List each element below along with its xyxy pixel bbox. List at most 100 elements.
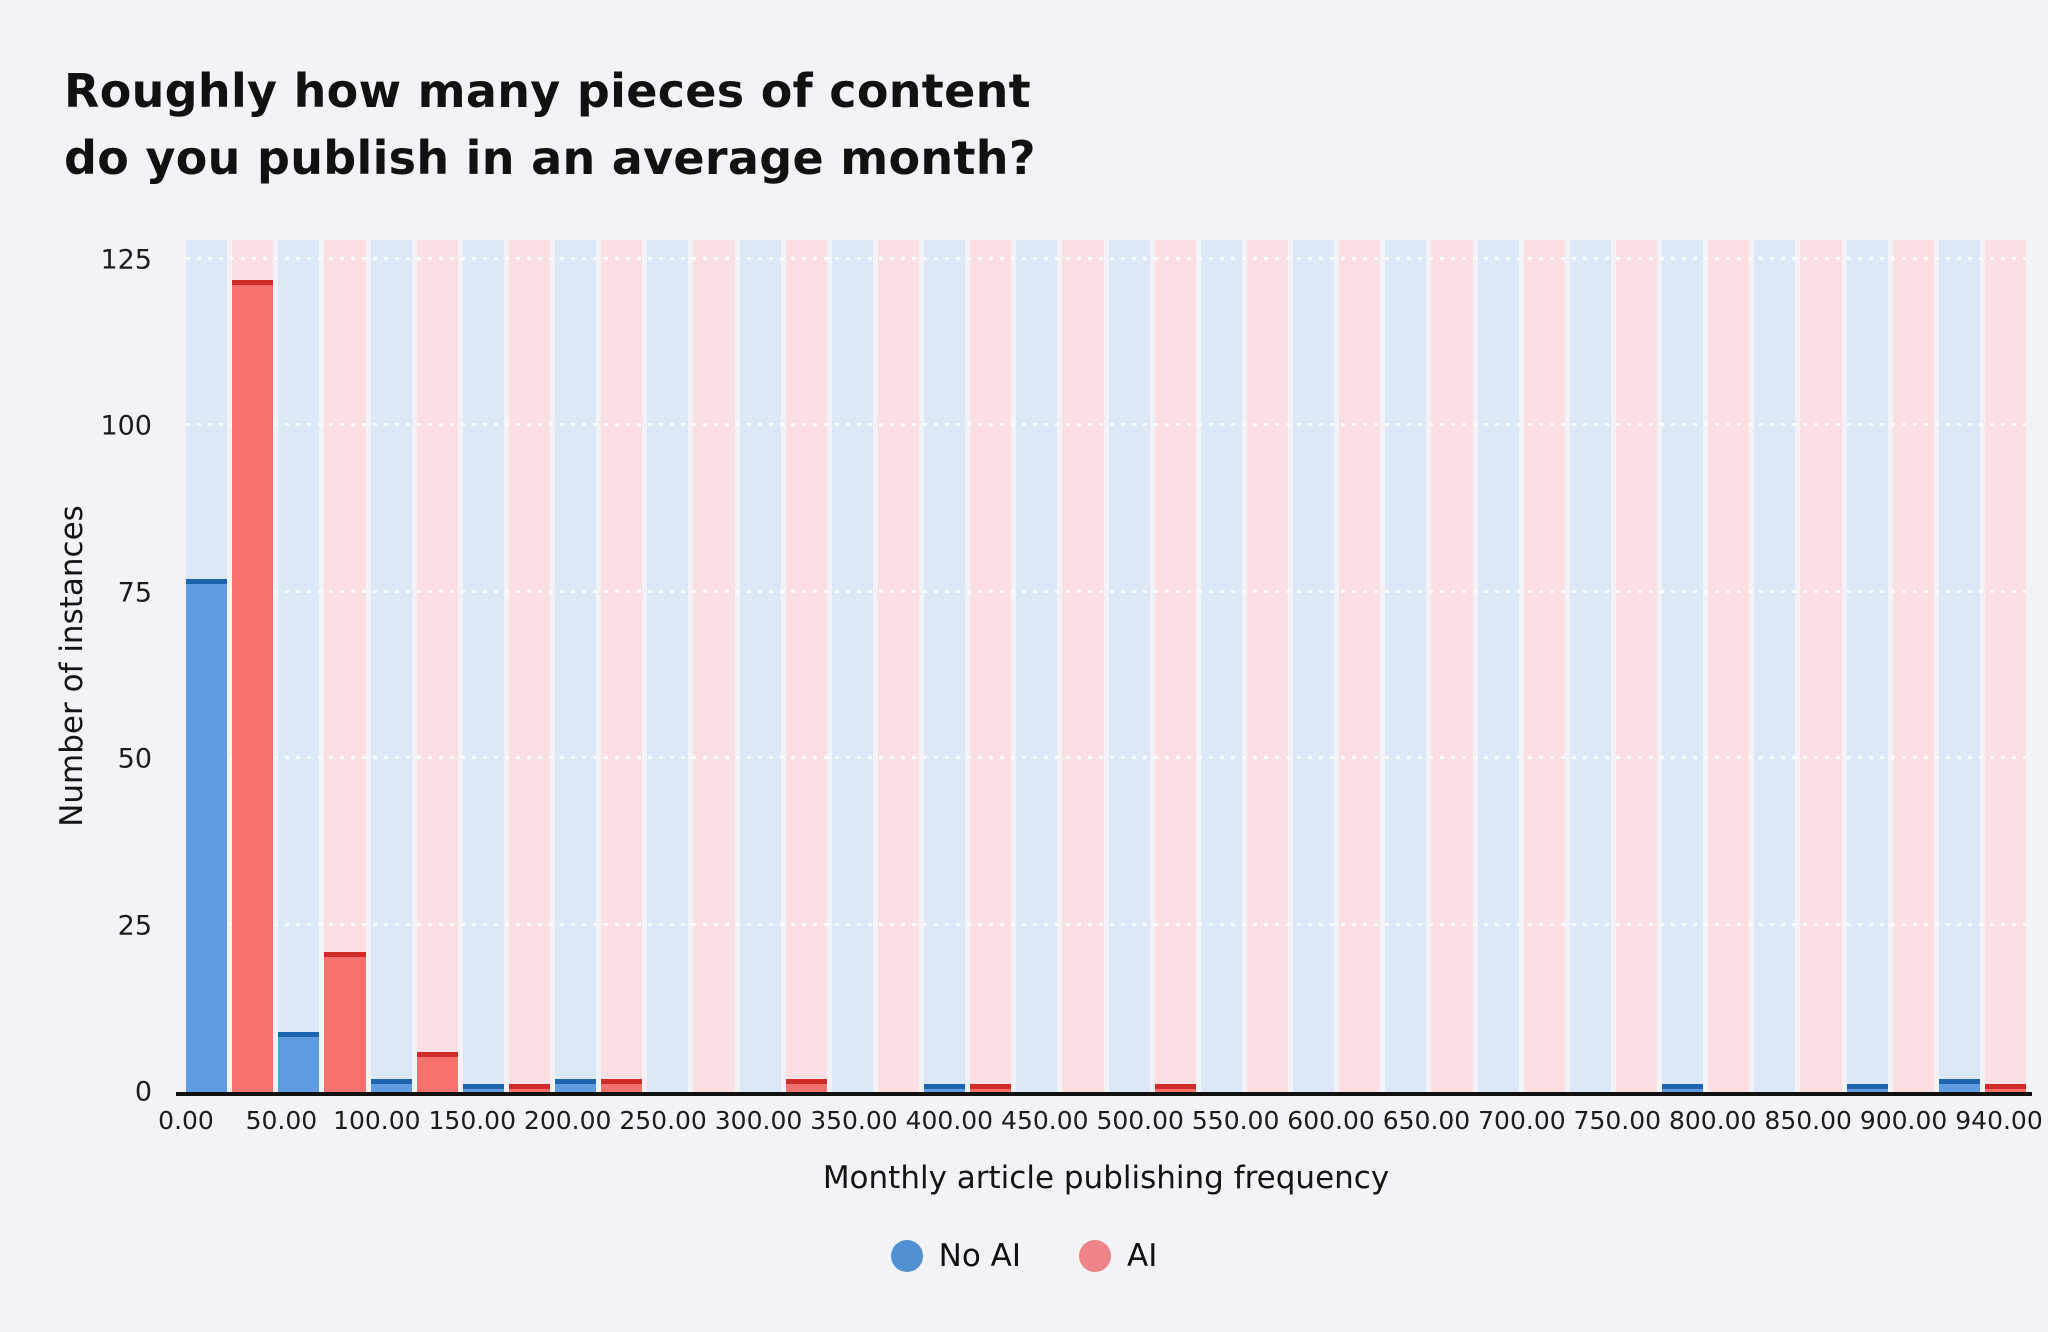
bar-track-no-ai	[1846, 240, 1888, 1092]
legend-item-ai: AI	[1079, 1238, 1157, 1274]
bar-slot-no-ai-900.00	[1846, 240, 1888, 1092]
bar-ai-400.00	[970, 1084, 1012, 1092]
bar-slot-ai-250.00	[693, 240, 735, 1092]
bar-slot-ai-600.00	[1339, 240, 1381, 1092]
bar-track-ai	[970, 240, 1012, 1092]
bar-track-ai	[1708, 240, 1750, 1092]
bar-slot-ai-500.00	[1154, 240, 1196, 1092]
chart-title: Roughly how many pieces of content do yo…	[64, 58, 1036, 191]
y-tick-label-100: 100	[100, 410, 152, 442]
bar-no-ai-100.00	[370, 1078, 412, 1092]
bar-track-no-ai	[831, 240, 873, 1092]
bar-track-ai	[1062, 240, 1104, 1092]
bar-no-ai-50.00	[278, 1032, 320, 1092]
bar-track-no-ai	[1754, 240, 1796, 1092]
x-tick-label-50.00: 50.00	[245, 1106, 318, 1135]
bar-no-ai-800.00	[1662, 1084, 1704, 1092]
y-tick-label-50: 50	[117, 743, 152, 775]
x-tick-label-550.00: 550.00	[1191, 1106, 1280, 1135]
x-tick-label-100.00: 100.00	[333, 1106, 421, 1135]
bar-track-no-ai	[739, 240, 781, 1092]
legend-item-no-ai: No AI	[890, 1238, 1021, 1274]
bar-track-no-ai	[1385, 240, 1427, 1092]
bar-slot-ai-400.00	[970, 240, 1012, 1092]
bar-slot-no-ai-500.00	[1108, 240, 1150, 1092]
bar-slot-no-ai-100.00	[370, 240, 412, 1092]
bar-slot-no-ai-50.00	[278, 240, 320, 1092]
x-tick-label-800.00: 800.00	[1668, 1106, 1757, 1135]
x-tick-label-350.00: 350.00	[810, 1106, 898, 1135]
x-axis-line	[176, 1092, 2032, 1096]
bar-slot-ai-300.00	[785, 240, 827, 1092]
bar-track-ai	[1984, 240, 2026, 1092]
bar-track-no-ai	[1662, 240, 1704, 1092]
x-axis-title: Monthly article publishing frequency	[822, 1160, 1390, 1196]
bar-slot-no-ai-650.00	[1385, 240, 1427, 1092]
chart-title-line2: do you publish in an average month?	[64, 130, 1036, 185]
bar-no-ai-150.00	[462, 1084, 504, 1092]
legend-label-no-ai: No AI	[938, 1238, 1021, 1274]
bar-ai-150.00	[508, 1084, 550, 1092]
bar-track-ai	[1615, 240, 1657, 1092]
bar-slot-ai-900.00	[1892, 240, 1934, 1092]
bar-slot-no-ai-400.00	[924, 240, 966, 1092]
bar-track-ai	[1154, 240, 1196, 1092]
bar-slots	[186, 240, 2026, 1092]
x-tick-label-200.00: 200.00	[523, 1106, 612, 1135]
bar-ai-0.00	[232, 279, 274, 1092]
bar-track-ai	[1339, 240, 1381, 1092]
bar-track-no-ai	[555, 240, 597, 1092]
bar-track-ai	[877, 240, 919, 1092]
bar-slot-no-ai-800.00	[1662, 240, 1704, 1092]
x-tick-label-700.00: 700.00	[1478, 1106, 1566, 1135]
bar-track-ai	[693, 240, 735, 1092]
bar-slot-no-ai-850.00	[1754, 240, 1796, 1092]
bar-track-no-ai	[1200, 240, 1242, 1092]
bar-track-ai	[1246, 240, 1288, 1092]
x-tick-label-600.00: 600.00	[1287, 1106, 1375, 1135]
bar-no-ai-200.00	[555, 1078, 597, 1092]
bar-no-ai-0.00	[186, 579, 228, 1092]
bar-slot-ai-850.00	[1800, 240, 1842, 1092]
y-tick-label-0: 0	[134, 1076, 152, 1108]
bar-track-ai	[785, 240, 827, 1092]
x-tick-label-850.00: 850.00	[1764, 1106, 1852, 1135]
bar-slot-no-ai-150.00	[462, 240, 504, 1092]
bar-slot-ai-650.00	[1431, 240, 1473, 1092]
bar-slot-ai-750.00	[1615, 240, 1657, 1092]
x-tick-label-900.00: 900.00	[1859, 1106, 1948, 1135]
chart-title-line1: Roughly how many pieces of content	[64, 64, 1031, 118]
bar-slot-no-ai-450.00	[1016, 240, 1058, 1092]
legend-label-ai: AI	[1127, 1238, 1158, 1274]
bar-slot-ai-550.00	[1246, 240, 1288, 1092]
bar-slot-ai-0.00	[232, 240, 274, 1092]
legend-dot-no-ai	[890, 1240, 923, 1272]
bar-no-ai-940.00	[1938, 1078, 1980, 1092]
bar-slot-ai-800.00	[1708, 240, 1750, 1092]
x-tick-label-940.00: 940.00	[1955, 1106, 2043, 1135]
bar-track-ai	[1800, 240, 1842, 1092]
bar-track-no-ai	[370, 240, 412, 1092]
bar-ai-100.00	[416, 1052, 458, 1092]
bar-track-ai	[1431, 240, 1473, 1092]
bar-ai-200.00	[601, 1078, 643, 1092]
bar-track-no-ai	[1108, 240, 1150, 1092]
bar-slot-ai-450.00	[1062, 240, 1104, 1092]
plot-area	[186, 240, 2026, 1092]
bar-ai-300.00	[785, 1078, 827, 1092]
bar-track-no-ai	[1293, 240, 1335, 1092]
bar-track-ai	[1523, 240, 1565, 1092]
y-tick-label-75: 75	[117, 577, 152, 609]
bar-ai-500.00	[1154, 1084, 1196, 1092]
bar-slot-no-ai-600.00	[1293, 240, 1335, 1092]
bar-slot-no-ai-250.00	[647, 240, 689, 1092]
bar-no-ai-400.00	[924, 1084, 966, 1092]
bar-slot-no-ai-940.00	[1938, 240, 1980, 1092]
bar-slot-no-ai-700.00	[1477, 240, 1519, 1092]
bar-track-no-ai	[1477, 240, 1519, 1092]
bar-slot-ai-100.00	[416, 240, 458, 1092]
bar-slot-ai-200.00	[601, 240, 643, 1092]
bar-track-ai	[508, 240, 550, 1092]
bar-track-ai	[601, 240, 643, 1092]
x-tick-label-750.00: 750.00	[1573, 1106, 1662, 1135]
